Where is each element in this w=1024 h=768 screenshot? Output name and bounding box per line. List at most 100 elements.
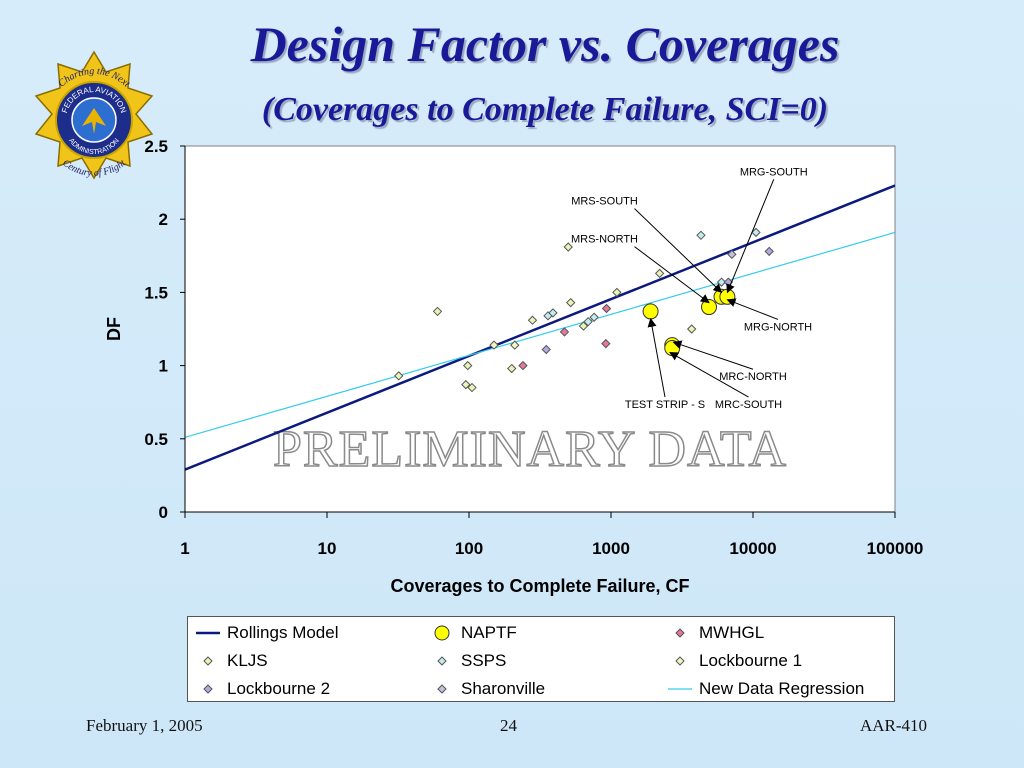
y-tick-label: 0.5	[144, 430, 168, 449]
data-point-kljs	[686, 324, 697, 334]
footer-org-code: AAR-410	[860, 716, 928, 735]
y-tick-label: 1	[159, 357, 168, 376]
data-point-kljs	[563, 242, 573, 252]
data-point-kljs	[394, 371, 404, 381]
data-point-kljs	[612, 287, 622, 298]
x-tick-label: 10000	[729, 539, 776, 558]
data-point-lockbourne-2	[764, 246, 774, 257]
data-point-lockbourne-1	[510, 340, 520, 350]
data-point-ssps	[589, 312, 599, 322]
y-axis-label: DF	[104, 317, 124, 341]
legend-circle-swatch	[434, 625, 450, 641]
data-point-kljs	[432, 306, 443, 317]
annotation-mrc-south: MRC-SOUTH	[715, 399, 782, 411]
legend-label: Sharonville	[461, 679, 546, 698]
x-tick-label: 1000	[592, 539, 630, 558]
y-tick-label: 0	[159, 503, 168, 522]
legend-symbol	[668, 688, 692, 690]
data-point-kljs	[463, 360, 473, 371]
slide-title: Design Factor vs. Coverages	[250, 16, 840, 72]
legend-symbol	[675, 656, 685, 666]
legend-diamond-swatch	[203, 656, 213, 666]
footer-page-number: 24	[500, 716, 517, 735]
annotation-mrg-north: MRG-NORTH	[744, 321, 812, 333]
legend-label: Lockbourne 2	[227, 679, 331, 698]
annotation-arrow-mrs-north	[634, 246, 710, 304]
data-point-mwhgl	[601, 303, 612, 314]
legend-symbol	[196, 631, 220, 635]
legend-entry-new-data-regression: New Data Regression	[666, 677, 864, 701]
legend-entry-kljs: KLJS	[194, 649, 268, 673]
data-point-naptf	[701, 299, 718, 316]
annotation-arrow-mrs-south	[634, 208, 723, 294]
legend-entry-lockbourne-1: Lockbourne 1	[666, 649, 802, 673]
data-point-kljs	[461, 379, 471, 390]
annotation-mrs-south: MRS-SOUTH	[571, 196, 638, 208]
legend-label: MWHGL	[699, 623, 765, 642]
plot-area	[184, 145, 896, 513]
annotation-arrow-mrg-south	[726, 179, 775, 294]
data-point-lockbourne-2	[541, 344, 551, 355]
legend-entry-lockbourne-2: Lockbourne 2	[194, 677, 330, 701]
logo-eagle-icon	[82, 108, 106, 134]
legend-entry-rollings-model: Rollings Model	[194, 621, 339, 645]
preliminary-data-watermark: PRELIMINARY DATA	[273, 421, 787, 478]
legend-diamond-swatch	[437, 684, 447, 694]
data-point-kljs	[507, 363, 517, 374]
legend-symbol	[675, 628, 685, 638]
data-point-kljs	[467, 382, 477, 393]
data-point-kljs	[527, 315, 538, 325]
data-point-kljs	[578, 321, 589, 331]
legend-label: New Data Regression	[699, 679, 865, 698]
x-tick-label: 100	[455, 539, 483, 558]
x-tick-label: 10	[318, 539, 337, 558]
data-point-lockbourne-1	[489, 340, 499, 350]
legend-entry-sharonville: Sharonville	[428, 677, 545, 701]
data-point-ssps	[583, 316, 593, 327]
legend-diamond-swatch	[675, 656, 685, 666]
footer-date: February 1, 2005	[86, 716, 203, 735]
data-point-naptf	[642, 303, 659, 320]
legend-symbol	[437, 684, 447, 694]
data-point-kljs	[654, 268, 665, 279]
legend-symbol	[437, 656, 447, 666]
legend-symbol	[434, 625, 450, 641]
annotation-mrc-north: MRC-NORTH	[719, 371, 787, 383]
legend-label: Lockbourne 1	[699, 651, 803, 670]
legend-symbol	[203, 656, 213, 666]
x-tick-label: 100000	[867, 539, 924, 558]
annotation-arrow-mrc-south	[669, 351, 749, 398]
legend-entry-mwhgl: MWHGL	[666, 621, 764, 645]
y-tick-label: 2	[159, 210, 168, 229]
annotation-arrow-mrg-north	[726, 298, 779, 320]
x-tick-label: 1	[180, 539, 189, 558]
legend-symbol	[203, 684, 213, 694]
annotation-arrow-test-strip-s	[647, 317, 666, 398]
legend-label: KLJS	[227, 651, 268, 670]
x-axis-label: Coverages to Complete Failure, CF	[390, 576, 689, 596]
faa-logo: FEDERAL AVIATION ADMINISTRATION Charting…	[34, 50, 154, 180]
data-point-mwhgl	[518, 360, 528, 371]
legend-diamond-swatch	[437, 656, 447, 666]
data-point-kljs	[565, 297, 576, 308]
data-point-mwhgl	[559, 327, 570, 337]
y-tick-label: 2.5	[144, 137, 168, 156]
data-point-mwhgl	[601, 338, 611, 349]
annotation-test-strip-s: TEST STRIP - S	[625, 399, 705, 411]
legend-label: SSPS	[461, 651, 507, 670]
series-line-rollings-model	[185, 184, 895, 471]
data-point-ssps	[751, 227, 761, 238]
chart-legend: Rollings Model NAPTF MWHGL KLJS SSPS Lockbour…	[187, 616, 895, 702]
slide-subtitle: (Coverages to Complete Failure, SCI=0)	[261, 91, 829, 128]
annotation-mrs-north: MRS-NORTH	[571, 234, 638, 246]
legend-label: Rollings Model	[227, 623, 339, 642]
annotation-mrg-south: MRG-SOUTH	[740, 166, 808, 178]
legend-entry-ssps: SSPS	[428, 649, 506, 673]
data-point-ssps	[548, 308, 558, 318]
series-line-new-data-regression	[185, 231, 895, 438]
data-point-ssps	[696, 230, 706, 241]
legend-diamond-swatch	[675, 628, 685, 638]
data-point-sharonville	[727, 249, 737, 260]
annotation-arrow-mrc-north	[672, 340, 754, 370]
